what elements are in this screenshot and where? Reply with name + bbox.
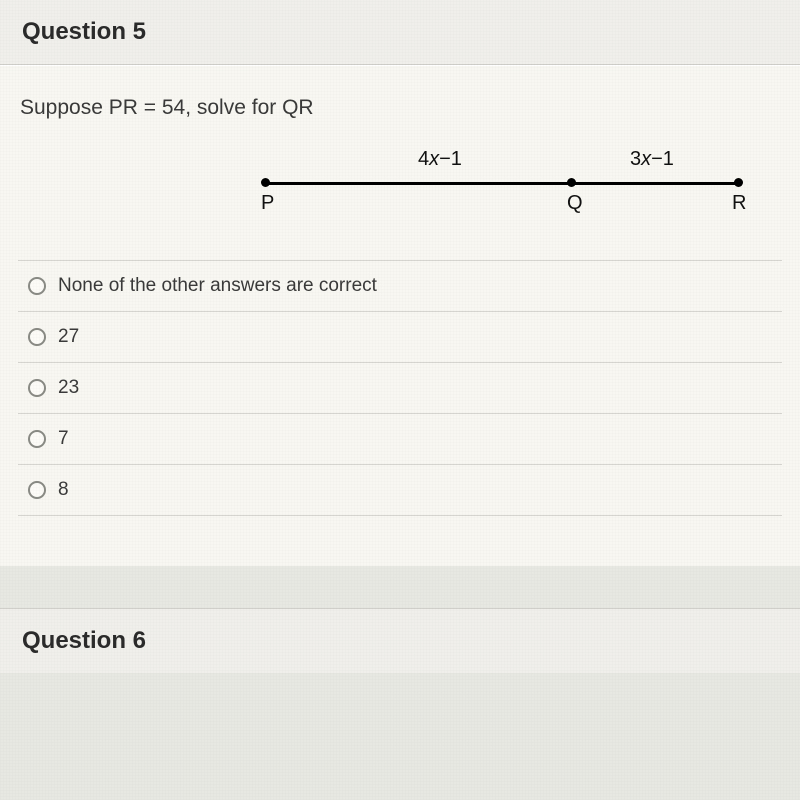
radio-icon [28, 277, 46, 295]
next-question-header: Question 6 [0, 608, 800, 673]
option-label: None of the other answers are correct [58, 275, 377, 297]
option-label: 7 [58, 428, 69, 450]
answer-option[interactable]: 7 [18, 414, 782, 465]
question-body: Suppose PR = 54, solve for QR 4x−1 3x−1 … [0, 65, 800, 566]
segment-label-qr: 3x−1 [630, 148, 674, 171]
question-header: Question 5 [0, 0, 800, 65]
answer-option[interactable]: 23 [18, 363, 782, 414]
point-p-dot [261, 178, 270, 187]
point-r-dot [734, 178, 743, 187]
segment-line-qr [571, 182, 738, 185]
point-p-label: P [261, 192, 274, 215]
option-label: 23 [58, 377, 79, 399]
question-number: Question 5 [22, 18, 778, 46]
answer-option[interactable]: 8 [18, 465, 782, 516]
option-label: 8 [58, 479, 69, 501]
radio-icon [28, 430, 46, 448]
option-label: 27 [58, 326, 79, 348]
radio-icon [28, 379, 46, 397]
segment-label-pq: 4x−1 [418, 148, 462, 171]
radio-icon [28, 328, 46, 346]
point-r-label: R [732, 192, 746, 215]
question-prompt: Suppose PR = 54, solve for QR [18, 96, 782, 120]
between-questions-spacer [0, 566, 800, 608]
point-q-label: Q [567, 192, 583, 215]
radio-icon [28, 481, 46, 499]
answer-option[interactable]: 27 [18, 312, 782, 363]
next-question-number: Question 6 [22, 627, 778, 655]
segment-diagram: 4x−1 3x−1 P Q R [18, 130, 782, 240]
point-q-dot [567, 178, 576, 187]
answer-option[interactable]: None of the other answers are correct [18, 261, 782, 312]
segment-line-pq [265, 182, 571, 185]
panel-bottom-gap [18, 516, 782, 556]
answer-options: None of the other answers are correct 27… [18, 260, 782, 516]
